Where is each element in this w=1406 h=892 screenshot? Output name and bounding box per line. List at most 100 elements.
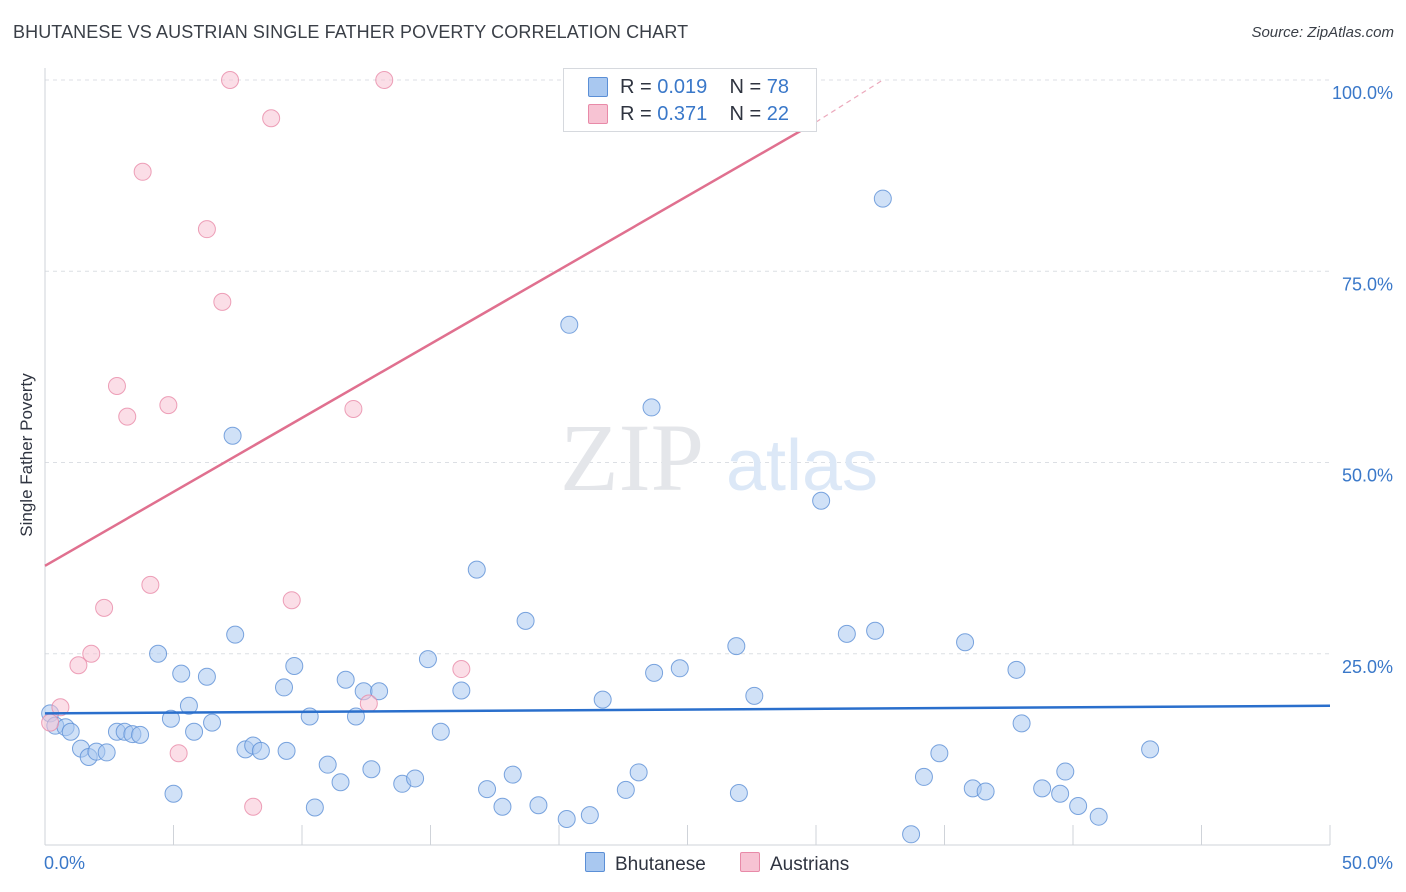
y-tick-label: 75.0% xyxy=(1342,274,1393,294)
bhutanese-point xyxy=(670,659,689,678)
legend-n-value: 78 xyxy=(766,75,790,98)
legend-swatch-austrians xyxy=(588,104,608,124)
bhutanese-point xyxy=(914,767,933,786)
austrians-point xyxy=(95,598,114,617)
bhutanese-point xyxy=(930,744,949,763)
austrians-trend-extension xyxy=(815,79,884,123)
bhutanese-point xyxy=(478,780,497,799)
bhutanese-point xyxy=(729,783,748,802)
trend-layer xyxy=(44,79,1331,715)
bhutanese-point xyxy=(336,670,355,689)
bhutanese-point xyxy=(745,686,764,705)
austrians-point xyxy=(197,220,216,239)
bhutanese-point xyxy=(277,741,296,760)
bhutanese-point xyxy=(580,806,599,825)
austrians-trend-line xyxy=(44,120,817,567)
austrians-point xyxy=(169,744,188,763)
bhutanese-point xyxy=(516,611,535,630)
austrians-point xyxy=(262,109,281,128)
bhutanese-point xyxy=(300,707,319,726)
bottom-legend-austrians: Austrians xyxy=(740,852,849,876)
bhutanese-point xyxy=(172,664,191,683)
bhutanese-point xyxy=(812,491,831,510)
bhutanese-point xyxy=(1051,784,1070,803)
bhutanese-point xyxy=(305,798,324,817)
bhutanese-point xyxy=(331,773,350,792)
bhutanese-point xyxy=(727,637,746,656)
chart-title: BHUTANESE VS AUSTRIAN SINGLE FATHER POVE… xyxy=(13,22,689,42)
bhutanese-point xyxy=(275,678,294,697)
source-label: Source: ZipAtlas.com xyxy=(1251,24,1394,41)
y-tick-label: 100.0% xyxy=(1332,83,1393,103)
bhutanese-point xyxy=(131,725,150,744)
austrians-point xyxy=(51,698,70,717)
bhutanese-point xyxy=(61,722,80,741)
bhutanese-point xyxy=(1007,660,1026,679)
bhutanese-point xyxy=(493,797,512,816)
y-axis-label: Single Father Poverty xyxy=(17,373,36,537)
bhutanese-point xyxy=(362,760,381,779)
austrians-point xyxy=(344,399,363,418)
austrians-point xyxy=(107,377,126,395)
bhutanese-point xyxy=(203,713,222,732)
austrians-point xyxy=(82,644,101,663)
y-tick-label: 50.0% xyxy=(1342,466,1393,486)
bhutanese-point xyxy=(1069,796,1088,815)
bhutanese-trend-line xyxy=(44,704,1331,715)
austrians-point xyxy=(141,575,160,594)
legend-r-value: 0.371 xyxy=(657,102,708,125)
watermark-layer: ZIP atlas xyxy=(560,404,878,511)
bhutanese-point xyxy=(164,784,183,803)
bhutanese-point xyxy=(226,625,245,644)
bhutanese-point xyxy=(976,782,995,801)
bhutanese-point xyxy=(185,722,204,741)
bhutanese-point xyxy=(1141,740,1160,759)
legend-text-austrians: R = 0.371 N = 22 xyxy=(620,103,789,126)
legend-r-value: 0.019 xyxy=(657,75,708,98)
bhutanese-point xyxy=(431,722,450,741)
bhutanese-point xyxy=(197,667,216,686)
bhutanese-point xyxy=(629,763,648,782)
legend-r-label: R = xyxy=(620,102,652,125)
bhutanese-point xyxy=(529,796,548,815)
bottom-legend-bhutanese: Bhutanese xyxy=(585,852,706,876)
bhutanese-point xyxy=(161,709,180,728)
bhutanese-point xyxy=(149,644,168,663)
bhutanese-point xyxy=(616,780,635,799)
bhutanese-point xyxy=(593,690,612,709)
legend-n-label: N = xyxy=(729,102,762,125)
bhutanese-point xyxy=(645,663,664,682)
x-tick-label: 0.0% xyxy=(44,853,85,873)
bhutanese-point xyxy=(837,624,856,643)
bhutanese-point xyxy=(418,650,437,669)
bhutanese-point xyxy=(503,765,522,784)
watermark-zip: ZIP xyxy=(560,404,704,511)
bottom-legend-swatch-austrians xyxy=(740,852,760,872)
points-layer xyxy=(41,71,1160,844)
austrians-point xyxy=(375,71,394,89)
austrians-point xyxy=(282,591,301,610)
bottom-legend-swatch-bhutanese xyxy=(585,852,605,872)
bhutanese-point xyxy=(285,656,304,675)
austrians-point xyxy=(159,396,178,415)
austrians-point xyxy=(41,713,60,732)
bottom-legend-label-austrians: Austrians xyxy=(770,854,850,875)
bhutanese-point xyxy=(1012,714,1031,733)
y-tick-label: 25.0% xyxy=(1342,657,1393,677)
austrians-point xyxy=(213,292,232,311)
bhutanese-point xyxy=(642,398,661,417)
legend-text-bhutanese: R = 0.019 N = 78 xyxy=(620,76,789,99)
legend-n-value: 22 xyxy=(766,102,790,125)
bhutanese-point xyxy=(467,560,486,579)
bhutanese-point xyxy=(223,426,242,445)
x-tick-label: 50.0% xyxy=(1342,853,1393,873)
bhutanese-point xyxy=(97,743,116,762)
austrians-point xyxy=(69,656,88,675)
bhutanese-point xyxy=(251,741,270,760)
austrians-point xyxy=(359,694,378,713)
watermark-atlas: atlas xyxy=(726,426,878,506)
austrians-point xyxy=(244,797,263,816)
bhutanese-point xyxy=(370,682,389,701)
legend-r-label: R = xyxy=(620,75,652,98)
bhutanese-point xyxy=(866,621,885,640)
